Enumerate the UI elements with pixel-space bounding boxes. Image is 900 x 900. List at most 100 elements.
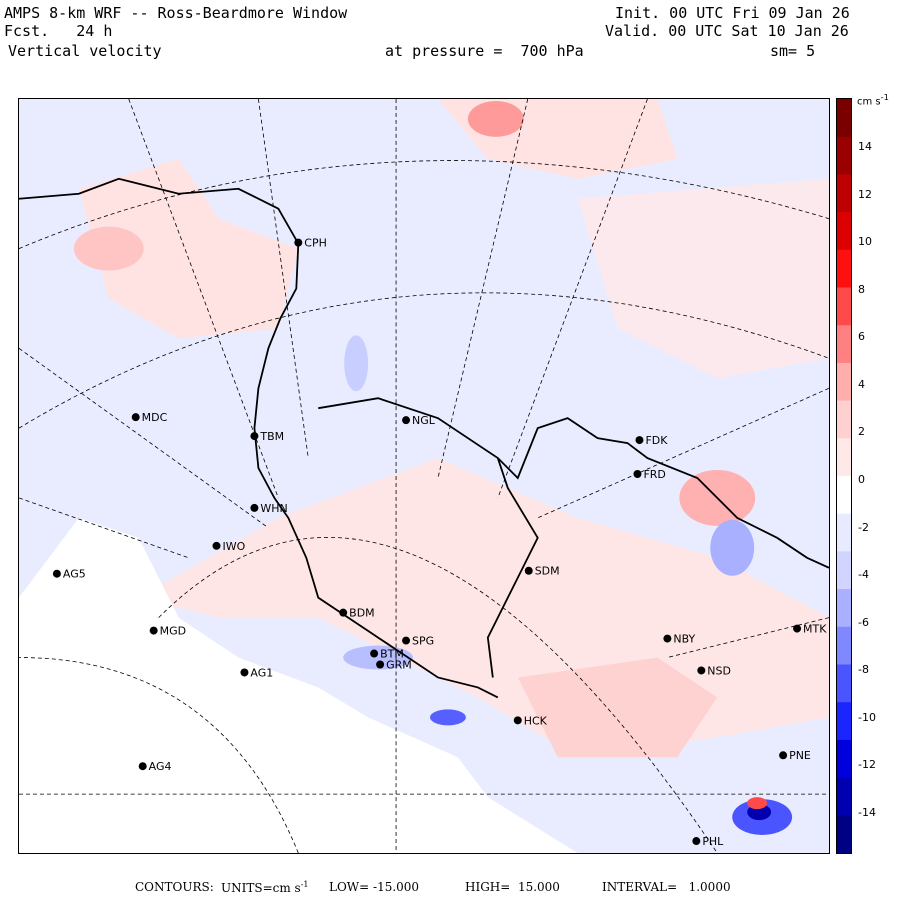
colorbar-cell (837, 551, 851, 590)
colorbar-cell (837, 589, 851, 628)
colorbar-cell (837, 400, 851, 439)
coastline (19, 177, 829, 699)
colorbar-tick-label: 6 (858, 330, 865, 344)
colorbar-units: cm s-1 (857, 92, 889, 108)
graticule (19, 99, 829, 853)
low-value: LOW= -15.000 (329, 880, 420, 894)
pressure-level: at pressure = 700 hPa (385, 42, 584, 60)
colorbar-cell (837, 362, 851, 402)
nodata-region (19, 517, 578, 853)
colorbar-tick-label: 14 (858, 140, 872, 153)
station-label-hck: HCK (524, 714, 548, 727)
map-panel: CPH NGL FDK FRD MDC TBM WHN IWO AG5 SDM BDM MGD SPG N… (18, 98, 830, 854)
colorbar-tick-label: -6 (858, 615, 869, 629)
station-label-pne: PNE (789, 749, 811, 762)
updraft-southeast (747, 797, 768, 810)
colorbar-cell (837, 702, 851, 741)
station-label-spg: SPG (412, 635, 434, 648)
station-dot-bdm (339, 608, 348, 617)
station-dot-ngl (402, 416, 411, 425)
station-label-fdk: FDK (645, 434, 668, 447)
updraft-top (467, 100, 524, 137)
colorbar-cell (837, 174, 851, 213)
field-name: Vertical velocity (8, 42, 162, 60)
station-label-ag4: AG4 (149, 760, 172, 773)
station-label-btm: BTM (380, 648, 404, 661)
colorbar-cell (837, 136, 851, 175)
colorbar-cell (837, 287, 851, 326)
colorbar-cell (837, 476, 851, 515)
station-label-ag5: AG5 (63, 568, 86, 581)
station-dot-ag5 (52, 569, 61, 578)
station-dot-whn (250, 503, 259, 512)
station-layer: CPH NGL FDK FRD MDC TBM WHN IWO AG5 SDM BDM MGD SPG N… (52, 237, 827, 848)
colorbar-cell (837, 513, 851, 552)
station-dot-nsd (697, 666, 706, 675)
station-label-whn: WHN (260, 502, 287, 515)
station-dot-iwo (212, 541, 221, 550)
station-dot-spg (402, 636, 411, 645)
downdraft-south (429, 709, 466, 726)
colorbar-cells (837, 99, 851, 853)
units-label: UNITS=cm s-1 (221, 880, 309, 895)
station-label-nsd: NSD (707, 664, 731, 677)
colorbar-tick-label: 12 (858, 187, 872, 201)
station-label-mgd: MGD (160, 625, 186, 638)
station-label-phl: PHL (702, 835, 724, 848)
colorbar-tick-label: -14 (858, 806, 876, 819)
interval-value: INTERVAL= 1.0000 (602, 880, 731, 894)
colorbar-cell (837, 626, 851, 665)
station-dot-frd (633, 470, 642, 478)
station-dot-tbm (250, 432, 259, 441)
station-dot-sdm (524, 566, 533, 575)
colorbar-cell (837, 325, 851, 364)
colorbar-tick-label: 10 (858, 235, 872, 249)
station-label-frd: FRD (643, 468, 665, 481)
forecast-hour: Fcst. 24 h (4, 22, 113, 40)
station-dot-mtk (793, 624, 802, 633)
colorbar-tick-label: -8 (858, 663, 869, 677)
station-label-ag1: AG1 (250, 666, 273, 679)
station-dot-mgd (149, 626, 158, 635)
colorbar-cell (837, 777, 851, 816)
station-dot-ag1 (240, 668, 249, 677)
colorbar (836, 98, 852, 854)
colorbar-tick-label: 4 (858, 377, 865, 391)
station-dot-pne (779, 751, 788, 760)
station-dot-ag4 (138, 762, 147, 771)
colorbar-tick-label: 0 (858, 473, 865, 486)
colorbar-cell (837, 815, 851, 853)
station-dot-phl (692, 837, 701, 846)
title: AMPS 8-km WRF -- Ross-Beardmore Window (4, 4, 348, 22)
colorbar-tick-label: 8 (858, 282, 865, 296)
colorbar-tick-label: -12 (858, 758, 876, 772)
downdraft-coast (343, 645, 414, 670)
colorbar-tick-label: -2 (858, 520, 869, 534)
colorbar-cell (837, 99, 851, 138)
downdraft-center (344, 335, 369, 392)
contours-label: CONTOURS: (135, 880, 214, 894)
pink-region-south (517, 657, 718, 758)
station-dot-fdk (635, 436, 644, 445)
station-label-sdm: SDM (535, 565, 560, 578)
station-dot-nby (663, 634, 672, 643)
colorbar-cell (837, 664, 851, 703)
station-label-mtk: MTK (803, 623, 827, 636)
station-label-ngl: NGL (412, 414, 436, 427)
station-dot-btm (370, 649, 379, 658)
colorbar-cell (837, 249, 851, 288)
colorbar-cell (837, 212, 851, 251)
station-label-grm: GRM (386, 658, 412, 671)
high-value: HIGH= 15.000 (465, 880, 560, 894)
station-label-mdc: MDC (142, 411, 168, 424)
station-dot-hck (513, 716, 522, 725)
station-dot-mdc (131, 413, 140, 422)
colorbar-cell (837, 739, 851, 779)
colorbar-tick-label: -10 (858, 710, 876, 724)
smoothing: sm= 5 (770, 42, 816, 60)
downdraft-east (710, 519, 755, 576)
pink-region-north (78, 158, 299, 339)
station-dot-cph (294, 238, 303, 247)
station-label-cph: CPH (304, 237, 327, 250)
init-time: Init. 00 UTC Fri 09 Jan 26 (615, 4, 850, 22)
